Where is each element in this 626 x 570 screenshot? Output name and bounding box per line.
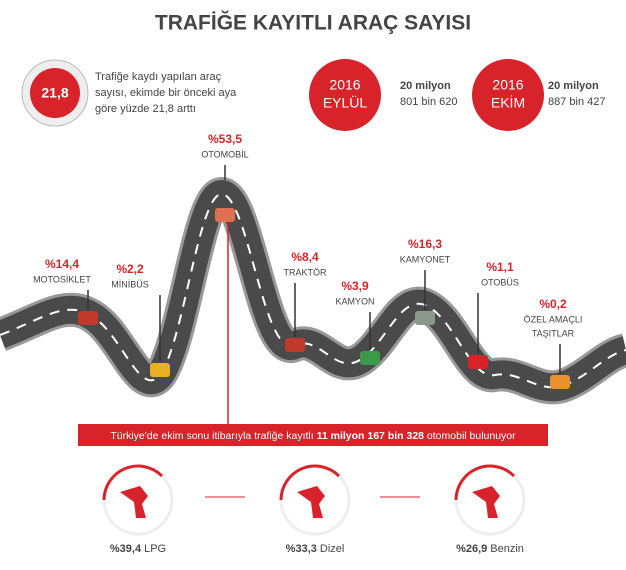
summary-line: göre yüzde 21,8 arttı <box>95 103 196 115</box>
title: TRAFİĞE KAYITLI ARAÇ SAYISI <box>155 11 471 35</box>
vehicle-percent: %14,4 <box>45 257 79 271</box>
banner-part: otomobil bulunuyor <box>427 430 516 442</box>
road <box>0 180 626 402</box>
vehicle-icon <box>415 311 435 325</box>
vehicle-name: KAMYONET <box>400 254 451 264</box>
gauge-arc <box>279 464 341 501</box>
vehicle-name: TAŞITLAR <box>532 328 575 338</box>
vehicle-percent: %16,3 <box>408 237 442 251</box>
summary-line: sayısı, ekimde bir önceki aya <box>95 87 237 99</box>
fuel-percent: %26,9 <box>456 543 487 555</box>
nozzle-icon <box>297 486 325 518</box>
month-count-rest: 887 bin 427 <box>548 96 606 108</box>
fuel-name: Benzin <box>490 543 524 555</box>
gauge-arc <box>454 464 516 501</box>
vehicle-icon <box>550 375 570 389</box>
vehicle-percent: %0,2 <box>539 297 567 311</box>
vehicle-name: ÖZEL AMAÇLI <box>524 314 583 324</box>
vehicle-icon <box>150 363 170 377</box>
vehicle-icon <box>468 355 488 369</box>
badge-value: 21,8 <box>41 85 68 101</box>
gauge-arc <box>102 464 164 501</box>
fuel-label: %39,4 LPG <box>110 543 166 555</box>
banner-text: Türkiye'de ekim sonu itibarıyla trafiğe … <box>110 430 516 442</box>
month-count-main: 20 milyon <box>400 80 451 92</box>
vehicle-name: MİNİBÜS <box>111 279 149 289</box>
banner-part: Türkiye'de ekim sonu itibarıyla trafiğe … <box>110 430 313 442</box>
month-count-rest: 801 bin 620 <box>400 96 458 108</box>
fuel-label: %26,9 Benzin <box>456 543 524 555</box>
vehicle-name: TRAKTÖR <box>283 267 327 277</box>
vehicle-percent: %2,2 <box>116 262 144 276</box>
fuel-name: Dizel <box>320 543 344 555</box>
month-badge <box>472 59 544 131</box>
banner-bold: 11 milyon 167 bin 328 <box>317 430 425 442</box>
vehicle-icon <box>215 208 235 222</box>
month-name: EKİM <box>491 94 525 111</box>
month-year: 2016 <box>492 77 523 93</box>
vehicle-percent: %3,9 <box>341 279 369 293</box>
month-name: EYLÜL <box>323 94 368 111</box>
fuel-percent: %33,3 <box>286 543 317 555</box>
vehicle-name: MOTOSİKLET <box>33 274 91 284</box>
month-count-main: 20 milyon <box>548 80 599 92</box>
month-year: 2016 <box>329 77 360 93</box>
month-badge <box>309 59 381 131</box>
nozzle-icon <box>472 486 500 518</box>
fuel-name: LPG <box>144 543 166 555</box>
vehicle-percent: %8,4 <box>291 250 319 264</box>
nozzle-icon <box>120 486 148 518</box>
vehicle-icon <box>285 338 305 352</box>
vehicle-name: KAMYON <box>335 296 374 306</box>
summary-line: Trafiğe kaydı yapılan araç <box>95 71 222 83</box>
vehicle-percent: %1,1 <box>486 260 514 274</box>
vehicle-percent: %53,5 <box>208 132 242 146</box>
vehicle-icon <box>360 351 380 365</box>
banner <box>78 424 548 446</box>
vehicle-name: OTOMOBİL <box>201 149 248 159</box>
vehicle-icon <box>78 311 98 325</box>
badge <box>30 68 80 118</box>
fuel-percent: %39,4 <box>110 543 142 555</box>
vehicle-name: OTOBÜS <box>481 277 519 287</box>
fuel-label: %33,3 Dizel <box>286 543 345 555</box>
